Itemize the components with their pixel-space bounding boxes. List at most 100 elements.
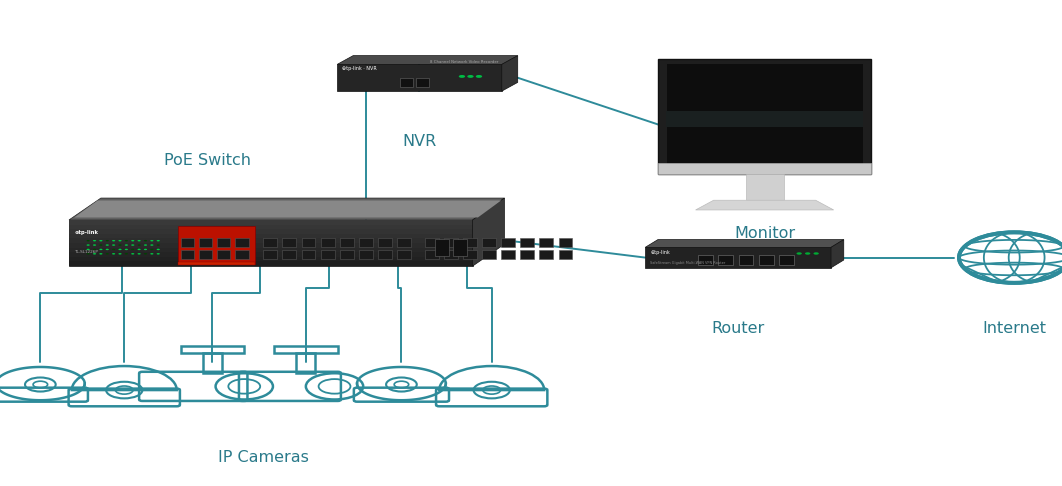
FancyBboxPatch shape — [235, 250, 249, 259]
FancyBboxPatch shape — [397, 238, 411, 246]
Circle shape — [118, 240, 121, 242]
FancyBboxPatch shape — [340, 238, 354, 246]
FancyBboxPatch shape — [425, 238, 439, 246]
FancyBboxPatch shape — [282, 250, 296, 259]
FancyBboxPatch shape — [746, 172, 784, 200]
Circle shape — [118, 244, 121, 246]
Circle shape — [805, 252, 810, 255]
Text: Monitor: Monitor — [734, 226, 795, 241]
FancyBboxPatch shape — [359, 238, 373, 246]
FancyBboxPatch shape — [69, 225, 473, 229]
Circle shape — [118, 249, 121, 250]
FancyBboxPatch shape — [69, 248, 473, 252]
Circle shape — [113, 253, 116, 255]
FancyBboxPatch shape — [69, 220, 473, 225]
FancyBboxPatch shape — [340, 250, 354, 259]
FancyBboxPatch shape — [559, 250, 572, 259]
FancyBboxPatch shape — [235, 238, 249, 246]
FancyBboxPatch shape — [425, 250, 439, 259]
Circle shape — [125, 249, 129, 250]
FancyBboxPatch shape — [69, 243, 473, 248]
FancyBboxPatch shape — [758, 255, 773, 265]
Circle shape — [113, 249, 116, 250]
Circle shape — [100, 253, 102, 255]
Circle shape — [105, 240, 108, 242]
Polygon shape — [338, 56, 518, 65]
FancyBboxPatch shape — [520, 250, 534, 259]
Circle shape — [86, 253, 90, 255]
FancyBboxPatch shape — [559, 238, 572, 246]
Circle shape — [100, 249, 102, 250]
Circle shape — [132, 249, 134, 250]
Circle shape — [93, 249, 97, 250]
FancyBboxPatch shape — [482, 250, 496, 259]
FancyBboxPatch shape — [263, 250, 277, 259]
Text: Router: Router — [712, 321, 765, 336]
FancyBboxPatch shape — [463, 238, 477, 246]
FancyBboxPatch shape — [520, 238, 534, 246]
Circle shape — [467, 75, 474, 78]
FancyBboxPatch shape — [645, 247, 830, 268]
Polygon shape — [69, 198, 504, 220]
Circle shape — [813, 252, 819, 255]
Circle shape — [144, 253, 147, 255]
Circle shape — [125, 240, 129, 242]
Circle shape — [86, 244, 90, 246]
Circle shape — [144, 240, 147, 242]
FancyBboxPatch shape — [667, 111, 862, 127]
FancyBboxPatch shape — [321, 250, 335, 259]
Circle shape — [113, 244, 116, 246]
Circle shape — [132, 240, 134, 242]
Circle shape — [157, 253, 160, 255]
FancyBboxPatch shape — [400, 78, 413, 87]
Circle shape — [132, 244, 134, 246]
FancyBboxPatch shape — [397, 250, 411, 259]
Circle shape — [476, 75, 482, 78]
Circle shape — [118, 253, 121, 255]
FancyBboxPatch shape — [699, 255, 714, 265]
FancyBboxPatch shape — [657, 59, 871, 174]
Circle shape — [105, 253, 108, 255]
Circle shape — [151, 253, 153, 255]
Text: TL-SL1226P: TL-SL1226P — [74, 250, 98, 254]
FancyBboxPatch shape — [199, 238, 212, 246]
FancyBboxPatch shape — [739, 255, 754, 265]
FancyBboxPatch shape — [667, 63, 862, 164]
FancyBboxPatch shape — [69, 252, 473, 257]
FancyBboxPatch shape — [444, 238, 458, 246]
FancyBboxPatch shape — [444, 250, 458, 259]
FancyBboxPatch shape — [657, 163, 871, 174]
Circle shape — [151, 249, 153, 250]
FancyBboxPatch shape — [217, 238, 230, 246]
FancyBboxPatch shape — [435, 239, 449, 257]
Circle shape — [100, 244, 102, 246]
FancyBboxPatch shape — [463, 250, 477, 259]
Circle shape — [144, 244, 147, 246]
Circle shape — [132, 253, 134, 255]
FancyBboxPatch shape — [338, 64, 501, 91]
FancyBboxPatch shape — [217, 250, 230, 259]
Circle shape — [93, 244, 97, 246]
FancyBboxPatch shape — [263, 238, 277, 246]
FancyBboxPatch shape — [416, 78, 429, 87]
FancyBboxPatch shape — [778, 255, 793, 265]
Text: PoE Switch: PoE Switch — [164, 153, 251, 168]
FancyBboxPatch shape — [378, 238, 392, 246]
FancyBboxPatch shape — [181, 238, 194, 246]
FancyBboxPatch shape — [282, 238, 296, 246]
Text: Internet: Internet — [982, 321, 1046, 336]
Circle shape — [93, 240, 97, 242]
Text: ⊕tp-link: ⊕tp-link — [74, 230, 99, 235]
Polygon shape — [501, 56, 518, 91]
Polygon shape — [645, 240, 843, 247]
FancyBboxPatch shape — [69, 234, 473, 238]
FancyBboxPatch shape — [539, 238, 553, 246]
Circle shape — [151, 240, 153, 242]
Circle shape — [105, 249, 108, 250]
Text: SafeStream Gigabit Multi-WAN VPN Router: SafeStream Gigabit Multi-WAN VPN Router — [650, 261, 725, 265]
Polygon shape — [473, 198, 504, 266]
FancyBboxPatch shape — [321, 238, 335, 246]
Text: IP Cameras: IP Cameras — [218, 450, 309, 465]
FancyBboxPatch shape — [199, 250, 212, 259]
FancyBboxPatch shape — [718, 255, 733, 265]
